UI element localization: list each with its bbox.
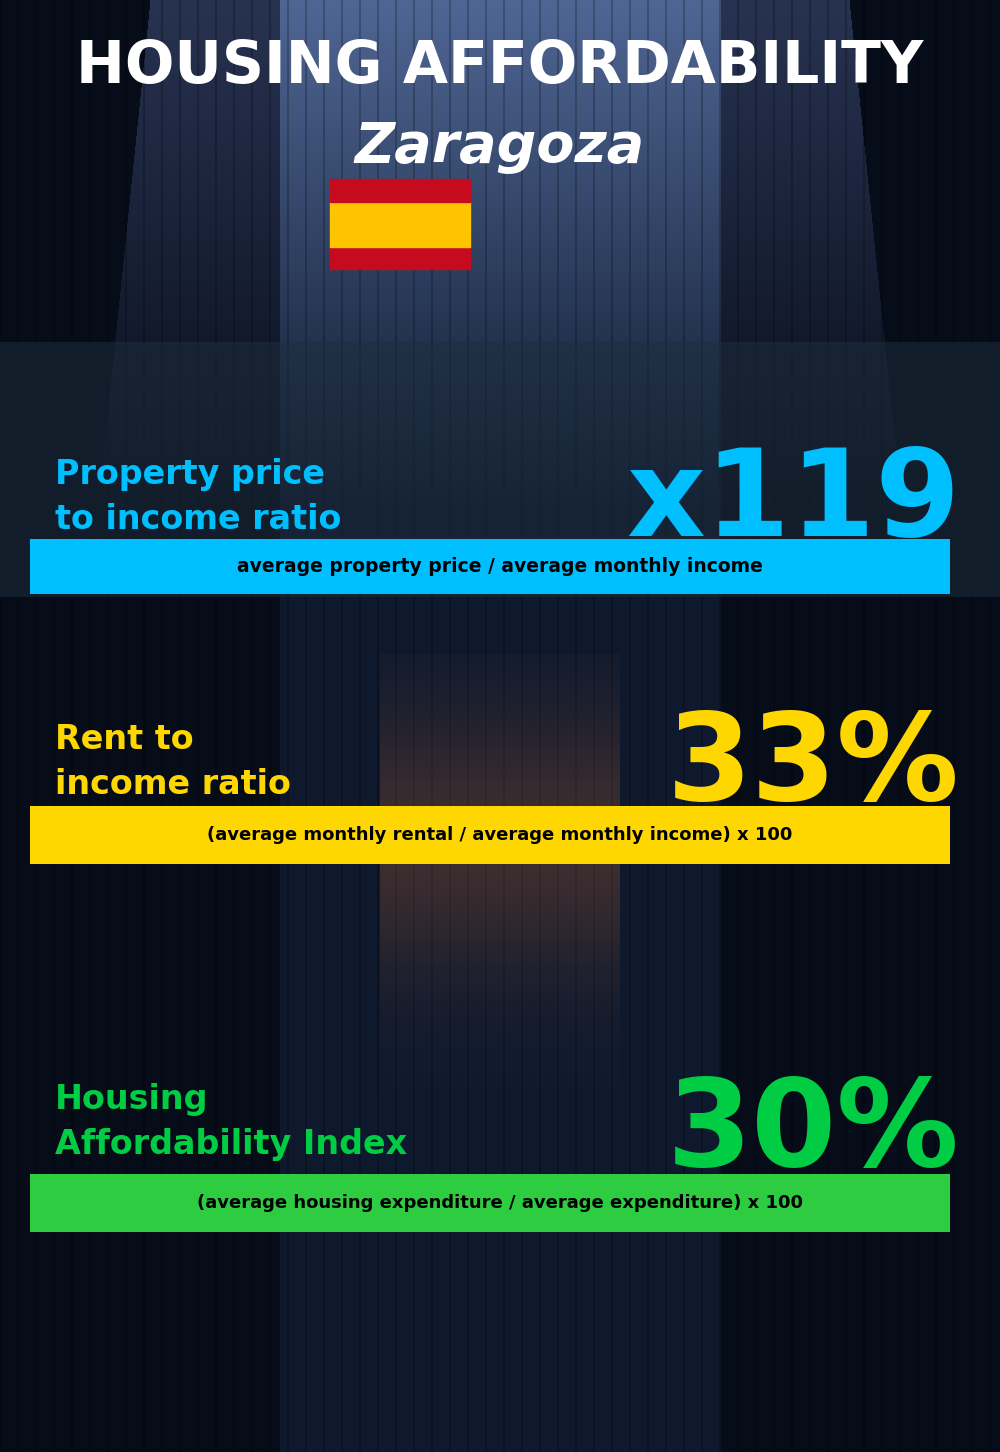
Text: (average monthly rental / average monthly income) x 100: (average monthly rental / average monthl… xyxy=(207,826,793,844)
Text: Property price
to income ratio: Property price to income ratio xyxy=(55,459,341,536)
Text: (average housing expenditure / average expenditure) x 100: (average housing expenditure / average e… xyxy=(197,1194,803,1212)
Bar xyxy=(330,179,470,202)
Text: Housing
Affordability Index: Housing Affordability Index xyxy=(55,1083,407,1160)
Text: Zaragoza: Zaragoza xyxy=(355,121,645,174)
Bar xyxy=(330,247,470,269)
FancyBboxPatch shape xyxy=(30,1175,950,1231)
FancyBboxPatch shape xyxy=(30,806,950,864)
Text: x119: x119 xyxy=(626,443,960,560)
Text: 33%: 33% xyxy=(667,709,960,826)
Text: average property price / average monthly income: average property price / average monthly… xyxy=(237,558,763,576)
FancyBboxPatch shape xyxy=(0,343,1000,597)
Text: 30%: 30% xyxy=(667,1073,960,1191)
Text: HOUSING AFFORDABILITY: HOUSING AFFORDABILITY xyxy=(76,39,924,96)
FancyBboxPatch shape xyxy=(30,539,950,594)
Text: Rent to
income ratio: Rent to income ratio xyxy=(55,723,291,802)
Bar xyxy=(330,202,470,247)
